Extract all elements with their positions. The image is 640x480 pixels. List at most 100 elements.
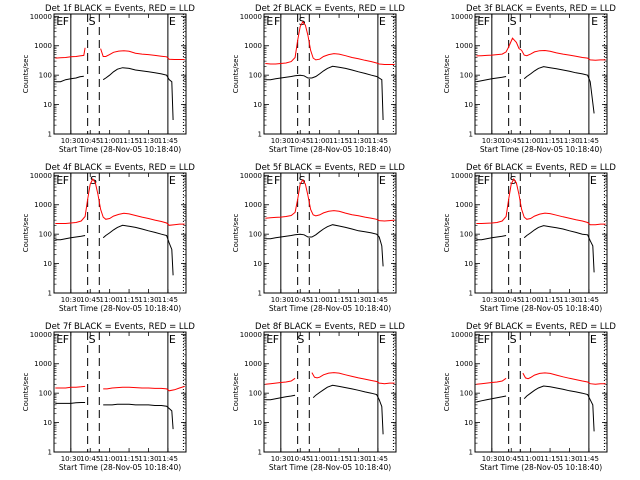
y-axis-label: Counts/sec: [232, 373, 240, 412]
y-tick-label: 1000: [244, 360, 262, 368]
x-axis-label: Start Time (28-Nov-05 10:18:40): [59, 145, 181, 154]
panel-title: Det 9f BLACK = Events, RED = LLD: [466, 322, 616, 332]
region-label: E: [590, 174, 597, 187]
y-tick-label: 1000: [244, 201, 262, 209]
x-tick-label: 10:45: [501, 455, 521, 463]
panel-4: Det 4f BLACK = Events, RED = LLD 10:30 10:…: [22, 163, 195, 313]
x-tick-label: 11:15: [329, 296, 349, 304]
x-tick-label: 11:45: [158, 455, 178, 463]
y-tick-label: 1: [48, 449, 52, 457]
lld-series-line: [476, 372, 606, 385]
events-series-line: [265, 65, 384, 121]
x-tick-label: 10:45: [80, 455, 100, 463]
x-tick-label: 11:45: [579, 296, 599, 304]
y-tick-label: 10: [464, 419, 473, 427]
plot-frame: [263, 13, 397, 135]
region-label: E: [477, 333, 484, 346]
panel-8: Det 8f BLACK = Events, RED = LLD 10:30 10:…: [232, 322, 405, 472]
y-tick-label: 10: [464, 101, 473, 109]
y-tick-label: 100: [460, 72, 473, 80]
plot-frame: [474, 331, 608, 453]
y-tick-label: 10000: [451, 172, 473, 180]
x-axis-label: Start Time (28-Nov-05 10:18:40): [59, 304, 181, 313]
x-tick-label: 11:30: [348, 137, 368, 145]
x-tick-label: 10:45: [80, 137, 100, 145]
y-tick-label: 100: [249, 72, 262, 80]
region-label: E: [56, 174, 63, 187]
region-label: S: [510, 333, 517, 346]
x-tick-label: 10:30: [482, 455, 502, 463]
x-axis-label: Start Time (28-Nov-05 10:18:40): [269, 463, 391, 472]
y-tick-label: 1: [258, 131, 262, 139]
x-tick-label: 11:15: [119, 296, 139, 304]
region-label: F: [274, 15, 280, 28]
x-tick-label: 11:30: [559, 296, 579, 304]
x-tick-label: 11:15: [329, 137, 349, 145]
events-series-line: [55, 224, 174, 276]
x-tick-label: 10:45: [501, 137, 521, 145]
x-tick-label: 11:45: [579, 137, 599, 145]
y-tick-label: 10: [253, 101, 262, 109]
region-label: E: [477, 15, 484, 28]
y-tick-label: 10000: [30, 13, 52, 21]
x-tick-label: 10:45: [290, 296, 310, 304]
y-axis-label: Counts/sec: [443, 214, 451, 253]
x-tick-label: 11:00: [100, 455, 120, 463]
events-series-line: [55, 402, 174, 430]
region-label: E: [379, 15, 386, 28]
events-series-line: [55, 67, 174, 121]
panel-7: Det 7f BLACK = Events, RED = LLD 10:30 10:…: [22, 322, 195, 472]
x-tick-label: 10:30: [61, 137, 81, 145]
x-tick-label: 11:30: [559, 455, 579, 463]
panel-title: Det 1f BLACK = Events, RED = LLD: [45, 4, 195, 14]
x-tick-label: 11:15: [540, 455, 560, 463]
y-tick-label: 10000: [30, 172, 52, 180]
y-axis-label: Counts/sec: [232, 214, 240, 253]
panel-title: Det 5f BLACK = Events, RED = LLD: [255, 163, 405, 173]
y-tick-label: 1: [48, 290, 52, 298]
x-tick-label: 10:30: [482, 137, 502, 145]
y-axis-label: Counts/sec: [443, 55, 451, 94]
x-tick-label: 10:30: [271, 137, 291, 145]
y-tick-label: 10000: [240, 13, 262, 21]
x-tick-label: 11:30: [348, 296, 368, 304]
y-axis-label: Counts/sec: [22, 214, 30, 253]
region-label: E: [56, 333, 63, 346]
panel-6: Det 6f BLACK = Events, RED = LLD 10:30 10:…: [443, 163, 616, 313]
x-tick-label: 10:30: [271, 296, 291, 304]
plot-frame: [263, 331, 397, 453]
y-tick-label: 100: [39, 72, 52, 80]
x-tick-label: 11:30: [348, 455, 368, 463]
region-label: E: [266, 15, 273, 28]
x-tick-label: 11:15: [540, 296, 560, 304]
region-label: E: [379, 333, 386, 346]
plot-frame: [474, 13, 608, 135]
y-tick-label: 10000: [451, 13, 473, 21]
region-label: E: [477, 174, 484, 187]
x-tick-label: 11:30: [559, 137, 579, 145]
y-tick-label: 1000: [455, 201, 473, 209]
y-tick-label: 10000: [240, 172, 262, 180]
x-tick-label: 11:00: [521, 296, 541, 304]
panel-title: Det 7f BLACK = Events, RED = LLD: [45, 322, 195, 332]
y-tick-label: 10: [43, 101, 52, 109]
y-tick-label: 100: [39, 231, 52, 239]
region-label: E: [56, 15, 63, 28]
y-tick-label: 1000: [34, 201, 52, 209]
region-label: F: [484, 333, 490, 346]
region-label: E: [169, 15, 176, 28]
region-label: E: [379, 174, 386, 187]
region-label: F: [63, 333, 69, 346]
region-label: E: [266, 174, 273, 187]
x-axis-label: Start Time (28-Nov-05 10:18:40): [269, 304, 391, 313]
y-tick-label: 100: [460, 390, 473, 398]
y-tick-label: 1: [469, 290, 473, 298]
y-tick-label: 1000: [455, 360, 473, 368]
lld-series-line: [265, 20, 395, 65]
y-tick-label: 1000: [34, 360, 52, 368]
panel-1: Det 1f BLACK = Events, RED = LLD 10:30 10:…: [22, 4, 195, 154]
events-series-line: [265, 224, 384, 267]
x-tick-label: 10:45: [501, 296, 521, 304]
x-tick-label: 11:45: [579, 455, 599, 463]
